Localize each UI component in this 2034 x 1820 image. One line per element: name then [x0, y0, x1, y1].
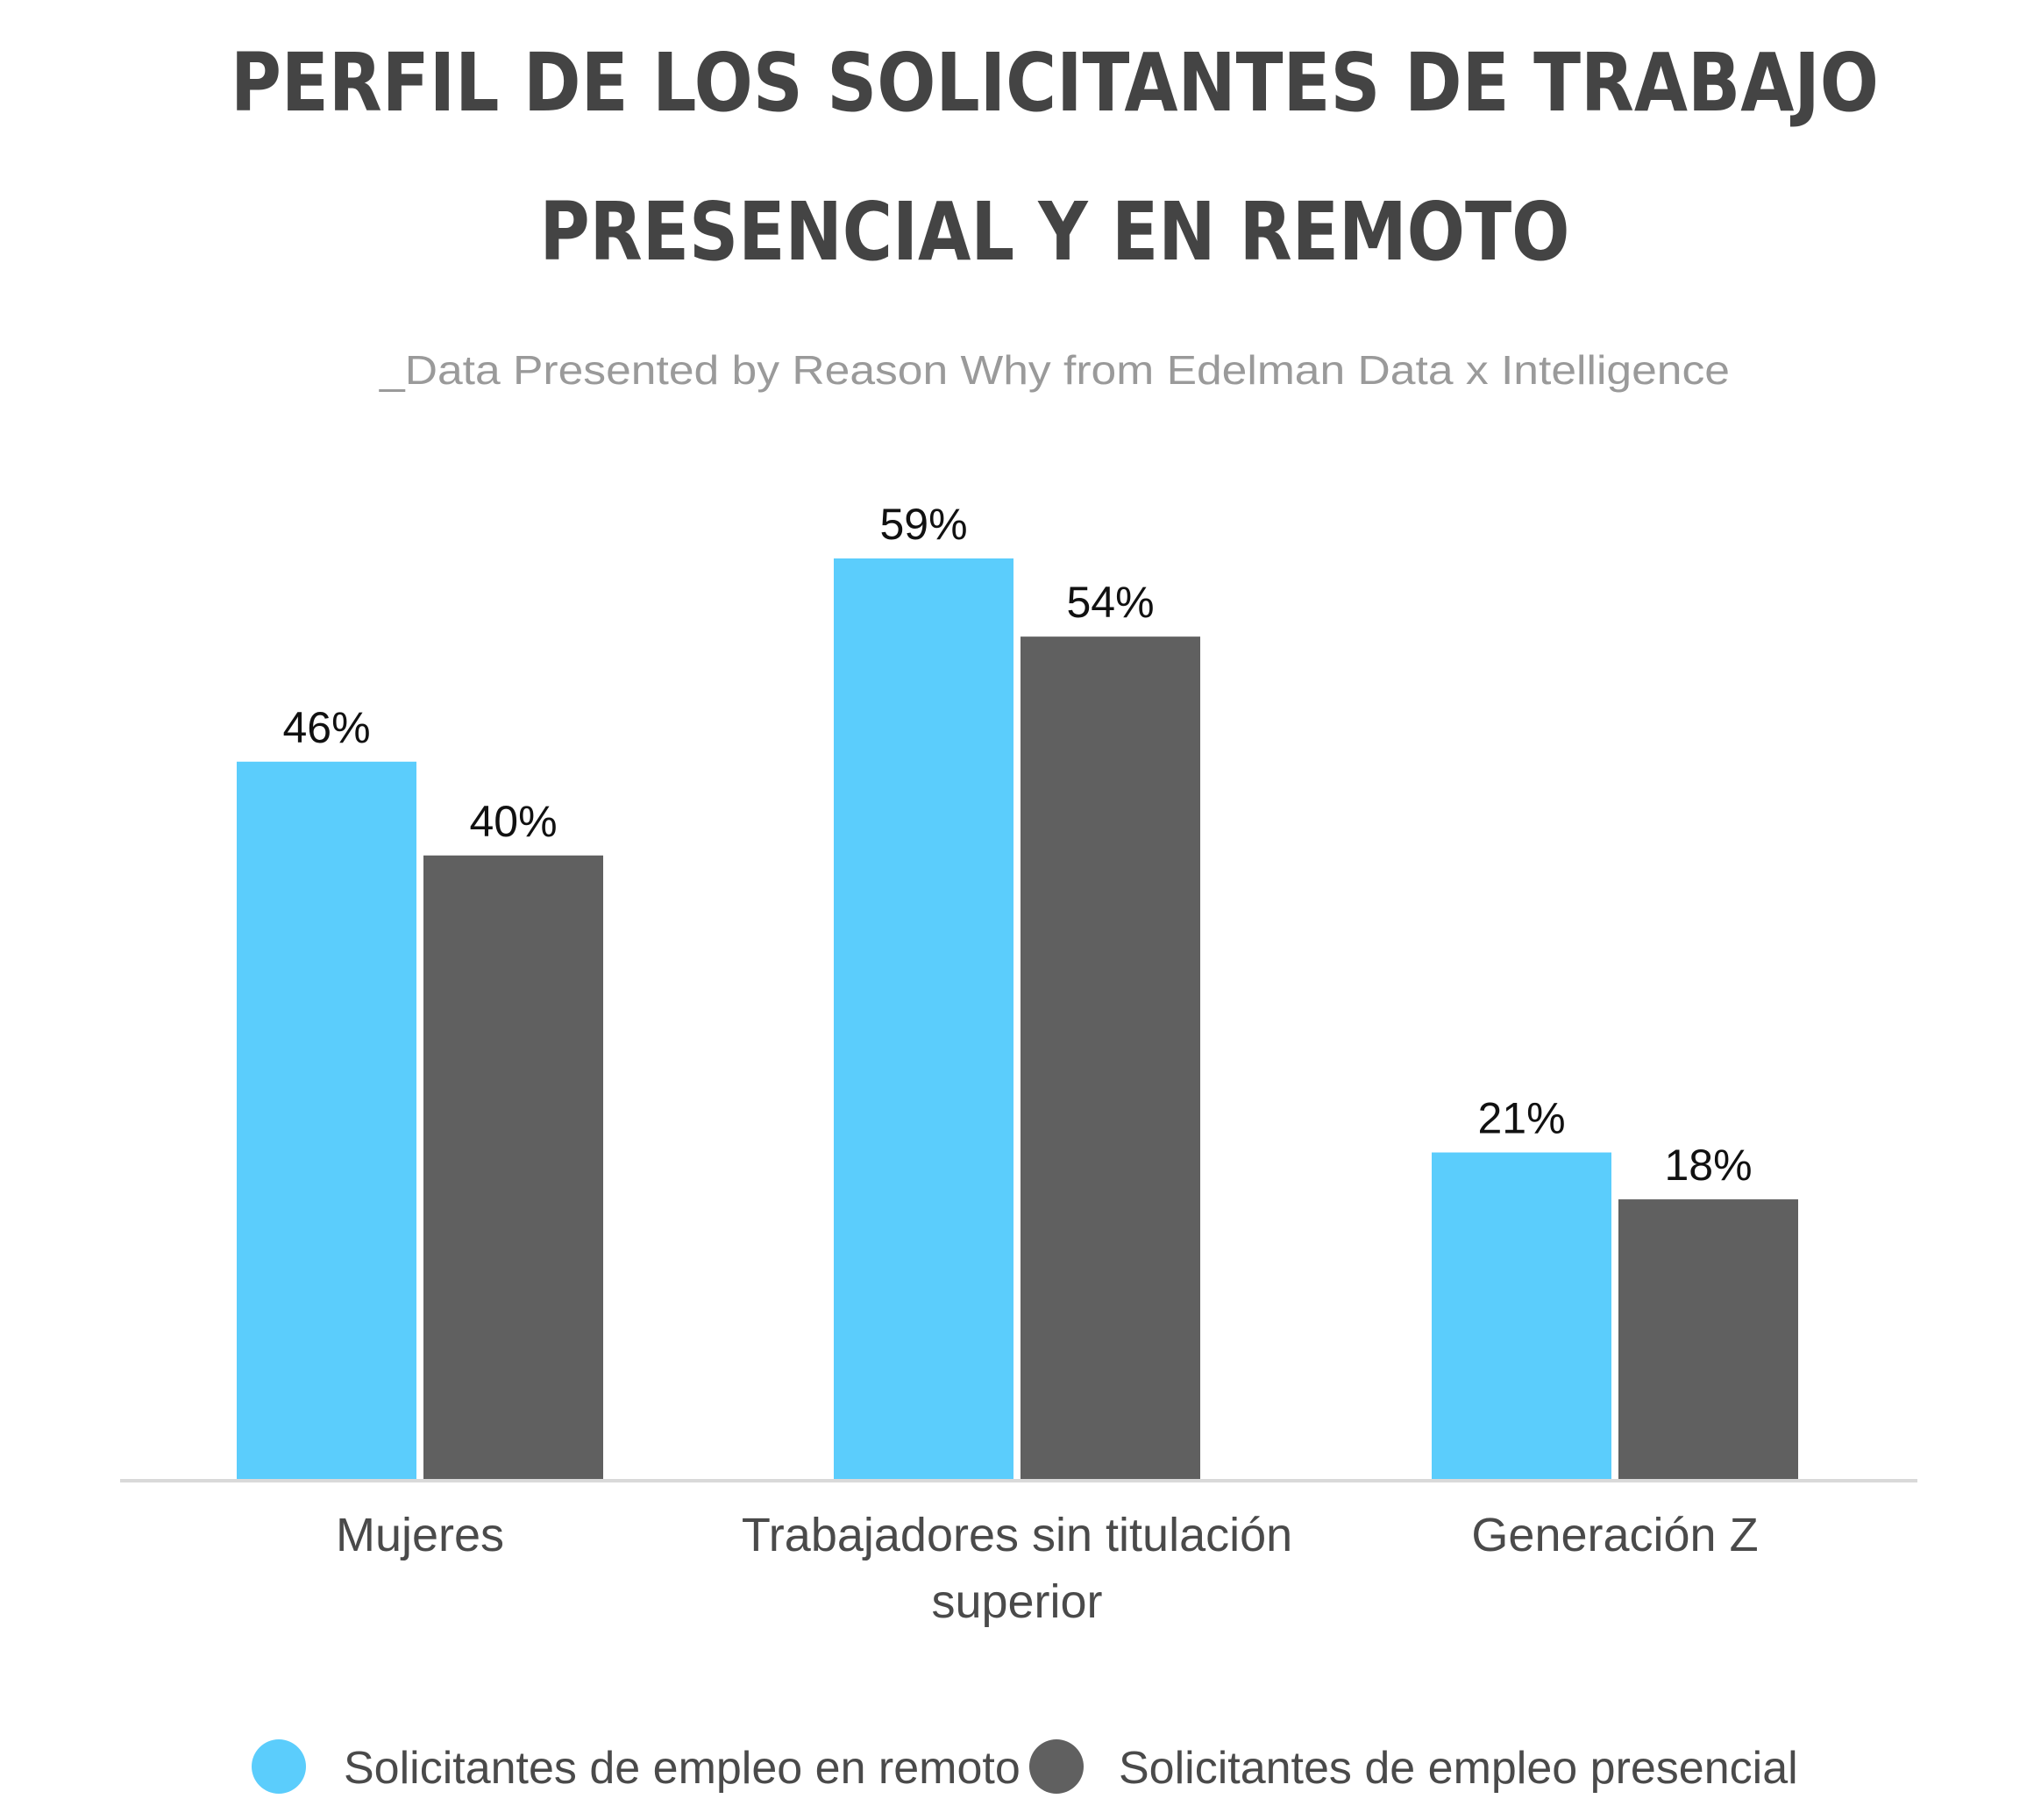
chart-title-line-1: PERFIL DE LOS SOLICITANTES DE TRABAJO — [231, 36, 1879, 130]
legend-swatch-onsite — [1029, 1739, 1084, 1794]
value-label-remote-0: 46% — [282, 703, 370, 752]
value-label-remote-2: 21% — [1477, 1094, 1565, 1143]
bar-onsite-0 — [423, 855, 603, 1481]
bar-remote-2 — [1432, 1152, 1611, 1481]
value-label-onsite-0: 40% — [469, 797, 557, 846]
category-label-2: Generación Z — [1471, 1509, 1758, 1561]
legend-swatch-remote — [252, 1739, 306, 1794]
bar-onsite-1 — [1021, 636, 1200, 1481]
category-label-0: Mujeres — [336, 1509, 504, 1561]
bar-remote-1 — [834, 558, 1013, 1481]
chart-subtitle: _Data Presented by Reason Why from Edelm… — [379, 347, 1730, 393]
value-label-remote-1: 59% — [879, 500, 967, 549]
bar-onsite-2 — [1618, 1199, 1798, 1481]
value-label-onsite-2: 18% — [1664, 1141, 1752, 1190]
bar-remote-0 — [237, 761, 416, 1481]
bars-layer: 46% 40% 59% 54% 21% 18% — [237, 500, 1798, 1481]
legend-label-onsite: Solicitantes de empleo presencial — [1119, 1743, 1798, 1794]
value-label-onsite-1: 54% — [1066, 578, 1154, 627]
category-label-1-line-1: Trabajadores sin titulación — [742, 1509, 1292, 1561]
chart-title-line-2: PRESENCIAL Y EN REMOTO — [540, 185, 1570, 279]
category-label-1-line-2: superior — [931, 1575, 1102, 1628]
category-labels: Mujeres Trabajadores sin titulación superi… — [336, 1509, 1759, 1628]
legend-label-remote: Solicitantes de empleo en remoto — [344, 1743, 1021, 1794]
legend: Solicitantes de empleo en remoto Solicita… — [252, 1739, 1798, 1794]
